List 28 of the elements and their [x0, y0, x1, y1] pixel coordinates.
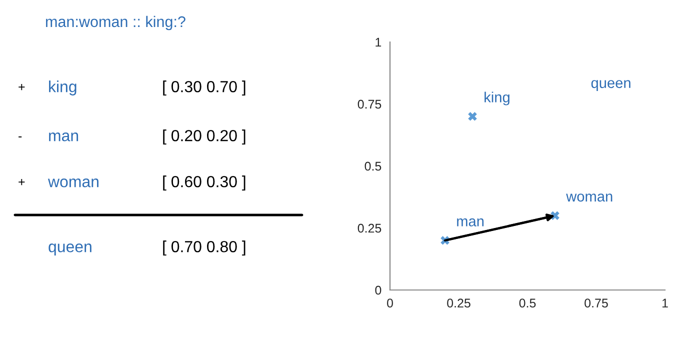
text: woman	[48, 178, 98, 188]
y-tick-label: 0.5	[364, 162, 382, 171]
x-tick-label: 0.5	[519, 298, 536, 308]
annotation: woman	[566, 194, 612, 202]
text: [ 0.30 0.70 ]	[163, 80, 246, 96]
y-tick-label: 1	[376, 38, 382, 47]
x-tick-label: 0.75	[584, 298, 608, 308]
x-tick-label: 0.25	[447, 298, 470, 308]
y-tick-label: 0.25	[358, 224, 382, 233]
text: king	[49, 80, 76, 96]
text: [ 0.60 0.30 ]	[163, 176, 246, 190]
annotation: man	[457, 218, 484, 226]
x-tick-label: 0	[387, 298, 393, 308]
text: -	[18, 136, 22, 138]
text: [ 0.20 0.20 ]	[163, 130, 246, 144]
point	[468, 112, 477, 121]
annotation: queen	[591, 80, 630, 91]
text: man	[49, 132, 78, 142]
text: man:woman :: king:?	[46, 16, 186, 30]
x-tick-label: 1	[662, 298, 668, 308]
text: +	[18, 84, 25, 90]
y-tick-label: 0.75	[358, 100, 382, 109]
point	[550, 211, 560, 220]
text: [ 0.70 0.80 ]	[163, 240, 246, 256]
text: queen	[48, 244, 92, 256]
text: +	[18, 179, 25, 186]
annotation: king	[484, 92, 510, 106]
y-tick-label: 0	[375, 286, 382, 295]
